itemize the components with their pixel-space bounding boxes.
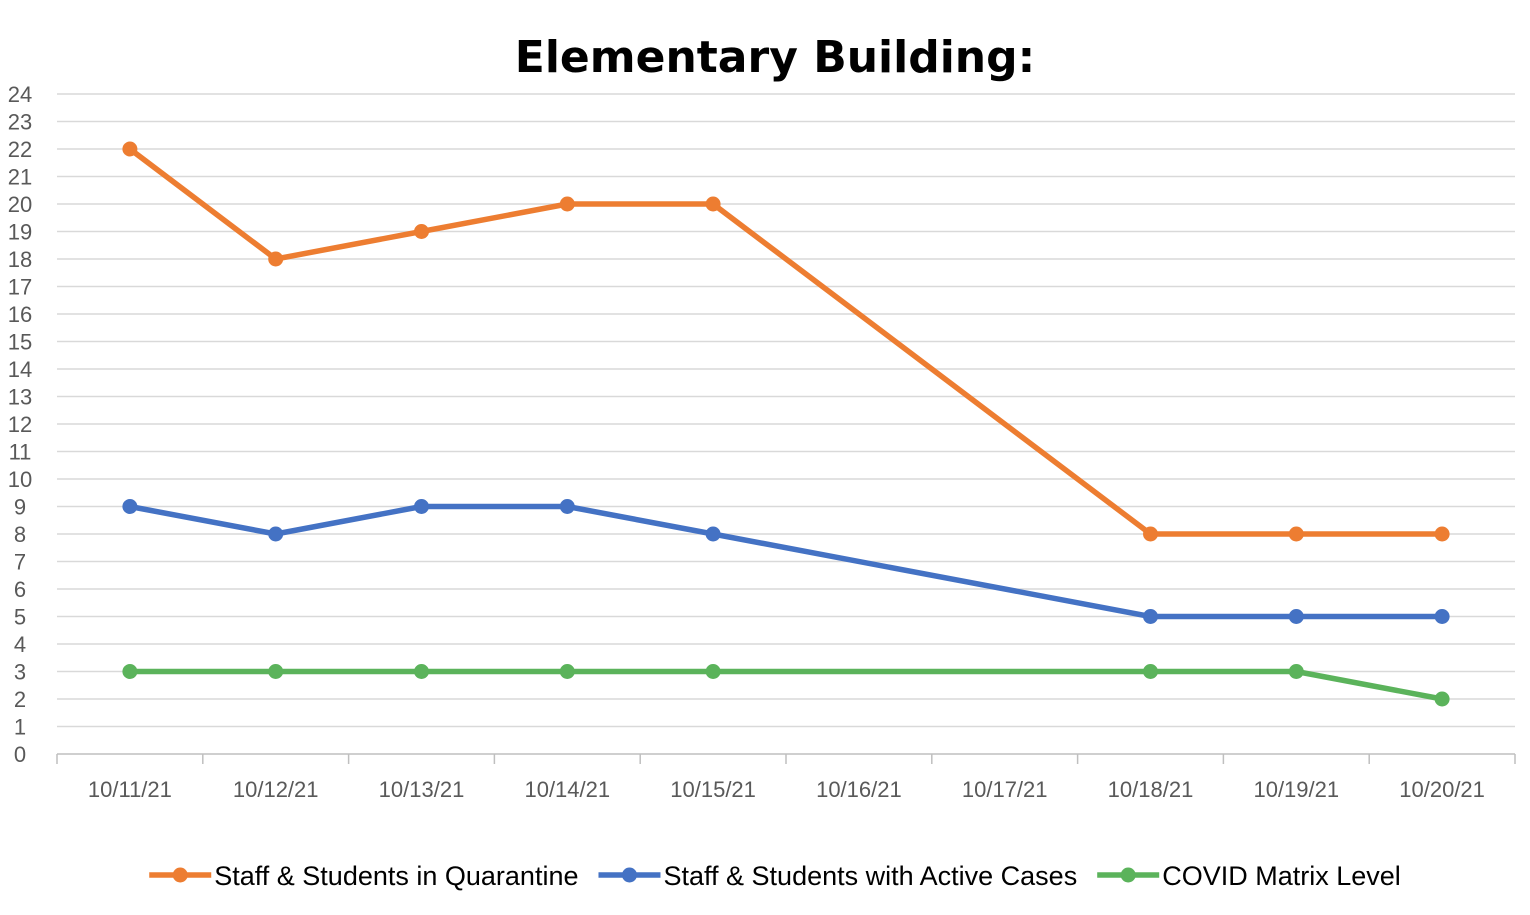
y-tick-label: 24 bbox=[8, 82, 32, 107]
y-tick-label: 3 bbox=[14, 660, 26, 685]
data-point bbox=[268, 526, 284, 542]
data-point bbox=[122, 664, 138, 679]
y-tick-label: 23 bbox=[8, 110, 32, 135]
x-tick-label: 10/16/21 bbox=[816, 777, 902, 802]
x-tick-label: 10/12/21 bbox=[233, 777, 319, 802]
y-tick-label: 9 bbox=[14, 495, 26, 520]
data-point bbox=[1288, 526, 1304, 542]
gridlines bbox=[57, 93, 1515, 728]
data-point bbox=[414, 664, 429, 679]
y-tick-label: 15 bbox=[8, 330, 32, 355]
data-point bbox=[705, 196, 721, 212]
y-tick-label: 6 bbox=[14, 577, 26, 602]
x-tick-label: 10/11/21 bbox=[88, 777, 172, 802]
data-point bbox=[1434, 691, 1450, 707]
x-axis: 10/11/21 10/12/21 10/13/21 10/14/21 10/15/21… bbox=[56, 753, 1516, 802]
series-lines bbox=[122, 141, 1450, 707]
y-tick-label: 16 bbox=[8, 302, 32, 327]
y-tick-label: 0 bbox=[14, 742, 26, 767]
data-point bbox=[1143, 526, 1158, 542]
x-tick-label: 10/15/21 bbox=[670, 777, 756, 802]
y-tick-label: 21 bbox=[8, 165, 32, 190]
legend-marker bbox=[621, 867, 637, 883]
data-point bbox=[122, 499, 138, 514]
series-line-2 bbox=[127, 503, 1445, 620]
legend-marker bbox=[1120, 867, 1136, 883]
y-tick-label: 2 bbox=[14, 687, 26, 712]
data-point bbox=[414, 499, 429, 514]
y-tick-label: 19 bbox=[8, 220, 32, 245]
y-tick-label: 20 bbox=[8, 192, 32, 217]
data-point bbox=[1434, 609, 1450, 624]
data-point bbox=[122, 141, 138, 157]
legend-marker bbox=[172, 867, 188, 883]
legend-label: Staff & Students with Active Cases bbox=[663, 861, 1077, 891]
data-point bbox=[1288, 609, 1304, 624]
y-tick-label: 8 bbox=[14, 522, 26, 547]
y-tick-label: 1 bbox=[14, 715, 26, 740]
x-tick-label: 10/19/21 bbox=[1253, 777, 1339, 802]
data-point bbox=[559, 499, 575, 514]
y-tick-label: 11 bbox=[9, 440, 32, 465]
x-tick-label: 10/14/21 bbox=[524, 777, 610, 802]
y-tick-label: 13 bbox=[8, 385, 32, 410]
y-tick-label: 22 bbox=[8, 137, 32, 162]
series-line-1 bbox=[127, 146, 1445, 537]
data-point bbox=[414, 224, 429, 239]
y-tick-label: 17 bbox=[8, 275, 32, 300]
data-point bbox=[559, 196, 575, 212]
data-point bbox=[1143, 664, 1158, 679]
chart-title: Elementary Building: bbox=[515, 32, 1035, 83]
x-tick-label: 10/18/21 bbox=[1108, 777, 1194, 802]
data-point bbox=[1434, 526, 1450, 542]
y-tick-label: 4 bbox=[14, 632, 26, 657]
y-tick-label: 14 bbox=[8, 357, 32, 382]
y-tick-label: 12 bbox=[8, 412, 32, 437]
legend: Staff & Students in Quarantine Staff & St… bbox=[149, 861, 1401, 891]
x-tick-label: 10/17/21 bbox=[962, 777, 1048, 802]
data-point bbox=[559, 664, 575, 679]
legend-label: COVID Matrix Level bbox=[1162, 861, 1401, 891]
y-tick-label: 7 bbox=[14, 550, 26, 575]
x-tick-label: 10/13/21 bbox=[379, 777, 465, 802]
y-tick-label: 5 bbox=[14, 605, 26, 630]
data-point bbox=[705, 664, 721, 679]
y-tick-label: 18 bbox=[8, 247, 32, 272]
data-point bbox=[268, 664, 284, 679]
series-line-3 bbox=[127, 668, 1445, 702]
x-tick-label: 10/20/21 bbox=[1399, 777, 1485, 802]
data-point bbox=[705, 526, 721, 542]
legend-label: Staff & Students in Quarantine bbox=[214, 861, 578, 891]
data-point bbox=[1143, 609, 1158, 624]
data-point bbox=[268, 251, 284, 267]
data-point bbox=[1288, 664, 1304, 679]
y-tick-label: 10 bbox=[8, 467, 32, 492]
